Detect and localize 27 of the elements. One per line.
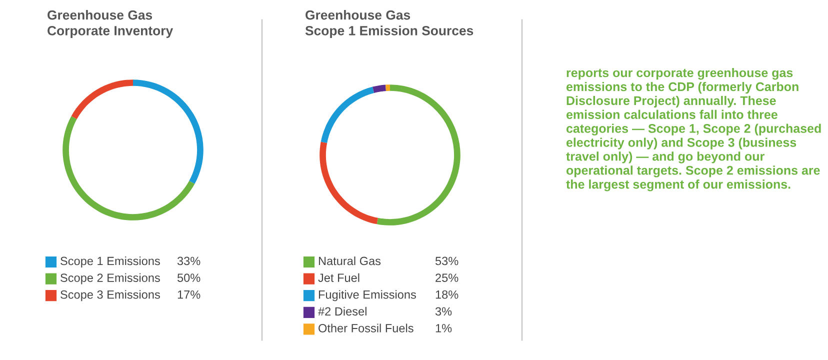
donut-slice	[376, 84, 460, 226]
legend-label: Scope 2 Emissions	[60, 273, 160, 284]
data-label: 33%	[177, 256, 200, 266]
data-label: 25%	[436, 274, 458, 282]
data-label: 53%	[435, 256, 458, 266]
donut-slice	[386, 84, 390, 92]
donut-slice	[320, 86, 374, 143]
data-label: 17%	[178, 290, 200, 299]
donut-slice	[320, 142, 378, 224]
donut-slice	[71, 80, 133, 120]
legend-label: Natural Gas	[318, 256, 381, 266]
donut-slice	[62, 116, 195, 220]
legend-label: Fugitive Emissions	[318, 290, 416, 302]
chart-title: Greenhouse Gas Corporate Inventory	[48, 10, 174, 38]
legend-label: Scope 3 Emissions	[60, 290, 160, 302]
legend-label: Scope 1 Emissions	[60, 256, 160, 268]
data-label: 50%	[177, 274, 200, 282]
legend-label: Other Fossil Fuels	[318, 324, 414, 332]
legend-label: #2 Diesel	[318, 306, 366, 316]
data-label: 18%	[436, 290, 458, 299]
donut-slice	[133, 80, 204, 184]
data-label: 1%	[436, 324, 452, 332]
chart-title: Greenhouse Gas Scope 1 Emission Sources	[305, 10, 474, 38]
data-label: 3%	[435, 307, 452, 316]
donut-slice	[372, 84, 386, 93]
legend-label: Jet Fuel	[318, 273, 360, 282]
text: reports our corporate greenhouse gas emissions to the CDP (formerly Carbon Disclosure Project) annually. These emission calculations fall into three categories — Scope 1, Scope 2 (purchased electricity only) and Scope 3 (business travel only) — and go beyond our operational targets. Scope 2 emissions are the largest segment of our emissions.	[566, 68, 821, 192]
